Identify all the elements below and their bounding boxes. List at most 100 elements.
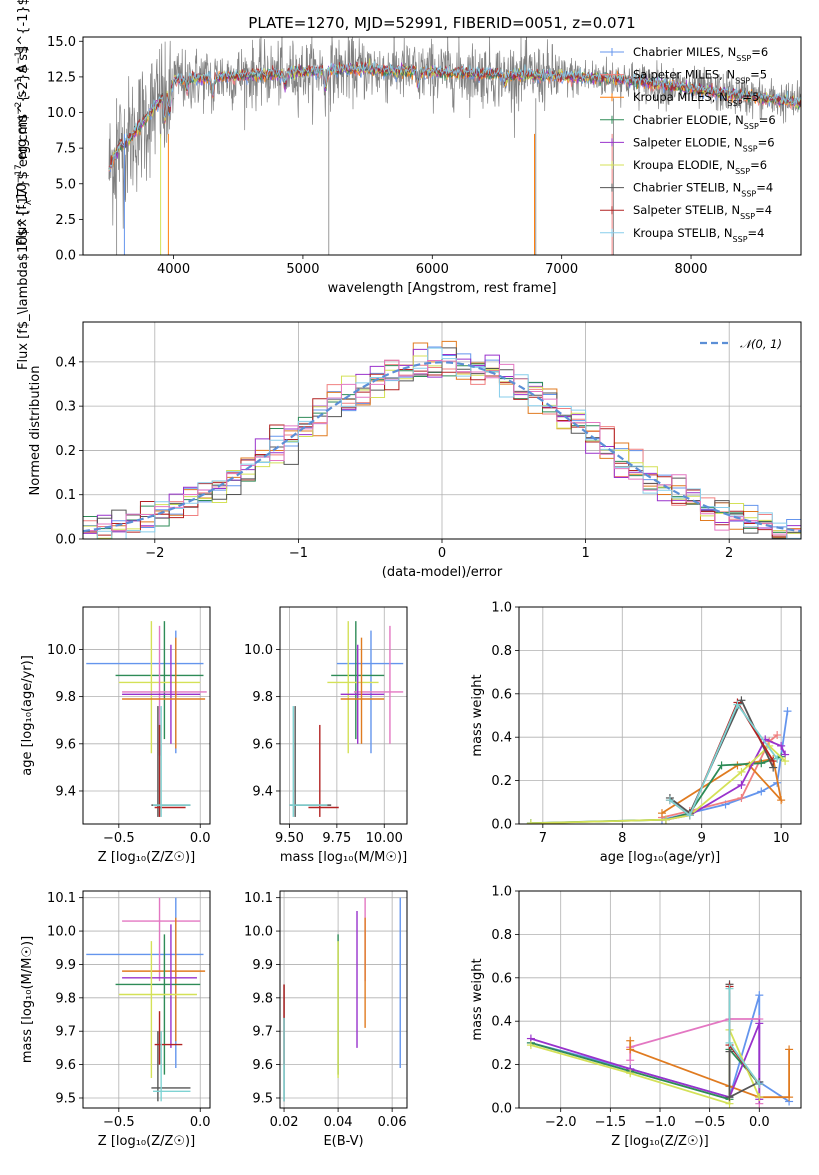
y-tick-label: 0.8 <box>491 928 512 943</box>
x-tick-label: 7 <box>539 831 547 846</box>
y-tick-label: 10.0 <box>244 643 273 658</box>
x-tick-label: 6000 <box>416 262 449 277</box>
x-axis-label: Z [log₁₀(Z/Z☉)] <box>98 1134 195 1149</box>
axis-frame <box>82 321 802 540</box>
x-tick-label: 0.0 <box>190 831 211 846</box>
legend-label: Chabrier ELODIE, NSSP=6 <box>633 113 776 131</box>
y-tick-label: 10.0 <box>47 106 76 121</box>
y-tick-label: 0.3 <box>55 400 76 415</box>
y-tick-label: 0.8 <box>491 644 512 659</box>
y-tick-label: 0.4 <box>491 1015 512 1030</box>
legend-label-main: Salpeter MILES, N <box>633 68 735 82</box>
legend-label-suffix: =5 <box>750 68 767 82</box>
mass-weight-line <box>530 755 782 824</box>
legend-label-sub: SSP <box>735 167 750 176</box>
y-tick-label: 9.6 <box>55 1058 76 1073</box>
plot-area-age-vs-Z <box>86 621 207 817</box>
figure-title: PLATE=1270, MJD=52991, FIBERID=0051, z=0… <box>248 14 635 32</box>
label-part: 10 <box>15 183 30 200</box>
legend-label-suffix: =4 <box>755 203 772 217</box>
label-part: erg cm <box>15 115 30 164</box>
y-axis-label: Flux [fλ10−17 erg cm−2 s−1 A−1] <box>14 46 34 246</box>
y-tick-label: 10.1 <box>47 891 76 906</box>
x-tick-label: 9.50 <box>275 831 304 846</box>
residual-histogram <box>83 368 801 539</box>
y-axis-label: age [log₁₀(age/yr)] <box>20 655 35 776</box>
x-tick-label: 0.0 <box>749 1115 770 1130</box>
x-tick-label: −2.0 <box>545 1115 577 1130</box>
label-part: ] <box>15 46 30 51</box>
y-tick-label: 12.5 <box>47 70 76 85</box>
axes-age-vs-mass: 9.50 9.75 10.00 9.4 9.6 9.8 10.0 mass [log₁₀(M/… <box>244 606 408 865</box>
y-tick-label: 0.6 <box>491 971 512 986</box>
plot-area-mass-weight-vs-age <box>526 696 792 824</box>
x-tick-label: −1.5 <box>595 1115 627 1130</box>
y-tick-label: 9.8 <box>55 991 76 1006</box>
y-axis-label: mass weight <box>470 958 485 1040</box>
plot-area-spectrum <box>108 37 801 255</box>
legend-label-suffix: =4 <box>756 181 773 195</box>
normal-curve <box>83 361 801 533</box>
y-tick-label: 5.0 <box>55 177 76 192</box>
axis-frame <box>82 36 802 256</box>
y-tick-label: 7.5 <box>55 142 76 157</box>
grid-lines <box>83 607 210 824</box>
legend-label-main: Chabrier STELIB, N <box>633 181 741 195</box>
y-tick-label: 9.8 <box>252 991 273 1006</box>
label-part: −2 <box>14 102 24 115</box>
plot-area-mass-weight-vs-Z <box>526 980 794 1108</box>
legend-label: Kroupa MILES, NSSP=5 <box>633 90 759 108</box>
legend-label-sub: SSP <box>740 212 755 221</box>
legend-label-sub: SSP <box>744 121 759 130</box>
y-tick-label: 9.6 <box>252 1058 273 1073</box>
label-part: A <box>15 64 30 77</box>
axes-mass-weight-vs-Z: −2.0 −1.5 −1.0 −0.5 0.0 0.0 0.2 0.4 0.6 0.8 1.0 Z [… <box>470 885 802 1149</box>
x-tick-label: 0.0 <box>190 1115 211 1130</box>
x-axis-label: wavelength [Angstrom, rest frame] <box>328 281 557 296</box>
legend-label: Salpeter ELODIE, NSSP=6 <box>633 135 775 153</box>
y-tick-label: 10.0 <box>47 643 76 658</box>
legend-label-sub: SSP <box>735 76 750 85</box>
y-tick-label: 2.5 <box>55 213 76 228</box>
axis-frame <box>82 890 211 1109</box>
axis-frame <box>279 890 408 1109</box>
label-part: λ <box>24 199 34 205</box>
x-axis-label: E(B-V) <box>323 1134 363 1149</box>
legend-label: 𝒩(0, 1) <box>740 337 782 351</box>
legend-label-suffix: =6 <box>750 158 767 172</box>
x-tick-label: −0.5 <box>103 1115 135 1130</box>
x-tick-label: 5000 <box>286 262 319 277</box>
legend-label-sub: SSP <box>743 144 758 153</box>
y-tick-label: 9.4 <box>55 784 76 799</box>
grid-lines <box>83 891 210 1108</box>
axes-mass-vs-Z: −0.5 0.0 9.5 9.6 9.7 9.8 9.9 10.0 10.1 Z [log₁₀(Z… <box>20 890 211 1149</box>
legend-label-suffix: =5 <box>743 90 760 104</box>
x-axis-label: (data-model)/error <box>382 565 503 580</box>
x-tick-label: 7000 <box>545 262 578 277</box>
y-tick-label: 10.0 <box>47 925 76 940</box>
legend-label-main: Kroupa STELIB, N <box>633 226 733 240</box>
axes-mass-vs-ebv: 0.02 0.04 0.06 9.5 9.6 9.7 9.8 9.9 10.0 10.1 E(B-V… <box>244 890 408 1149</box>
x-tick-label: −0.5 <box>694 1115 726 1130</box>
y-tick-label: 1.0 <box>491 601 512 616</box>
y-tick-label: 15.0 <box>47 35 76 50</box>
label-part: s <box>15 90 30 101</box>
legend-label-main: Salpeter ELODIE, N <box>633 135 743 149</box>
x-tick-label: 0.06 <box>378 1115 407 1130</box>
y-tick-label: 9.9 <box>55 958 76 973</box>
axes-mass-weight-vs-age: 7 8 9 10 0.0 0.2 0.4 0.6 0.8 1.0 age [log₁₀(age/yr… <box>470 601 802 865</box>
legend-label-suffix: =6 <box>758 135 775 149</box>
y-tick-label: 10.0 <box>244 925 273 940</box>
y-tick-label: 9.6 <box>252 737 273 752</box>
y-tick-label: 9.7 <box>55 1025 76 1040</box>
legend-label-main: Kroupa MILES, N <box>633 90 728 104</box>
axis-frame <box>518 606 802 825</box>
y-axis-label: Normed distribution <box>28 366 43 496</box>
x-tick-label: 9 <box>698 831 706 846</box>
residual-histogram <box>83 347 801 539</box>
y-tick-label: 0.1 <box>55 488 76 503</box>
legend-label: Chabrier STELIB, NSSP=4 <box>633 181 773 199</box>
model-spectrum-line <box>108 61 801 171</box>
mass-weight-line <box>530 1023 761 1100</box>
